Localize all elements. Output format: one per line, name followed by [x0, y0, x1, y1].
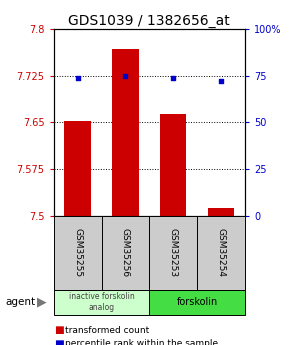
- Text: ■: ■: [54, 339, 64, 345]
- Point: [171, 75, 175, 80]
- Point: [219, 79, 223, 84]
- Text: percentile rank within the sample: percentile rank within the sample: [65, 339, 218, 345]
- Text: GSM35256: GSM35256: [121, 228, 130, 277]
- Bar: [64, 121, 91, 216]
- Text: agent: agent: [6, 297, 36, 307]
- Text: ■: ■: [54, 325, 64, 335]
- Text: GSM35253: GSM35253: [169, 228, 178, 277]
- Text: transformed count: transformed count: [65, 326, 150, 335]
- Text: GSM35255: GSM35255: [73, 228, 82, 277]
- Point: [123, 73, 128, 79]
- Text: inactive forskolin
analog: inactive forskolin analog: [69, 292, 134, 312]
- Text: forskolin: forskolin: [177, 297, 218, 307]
- Text: ▶: ▶: [37, 296, 47, 309]
- Bar: [208, 208, 234, 216]
- Text: GSM35254: GSM35254: [217, 228, 226, 277]
- Bar: [112, 49, 139, 216]
- Point: [75, 75, 80, 80]
- Bar: [160, 115, 186, 216]
- Title: GDS1039 / 1382656_at: GDS1039 / 1382656_at: [68, 14, 230, 28]
